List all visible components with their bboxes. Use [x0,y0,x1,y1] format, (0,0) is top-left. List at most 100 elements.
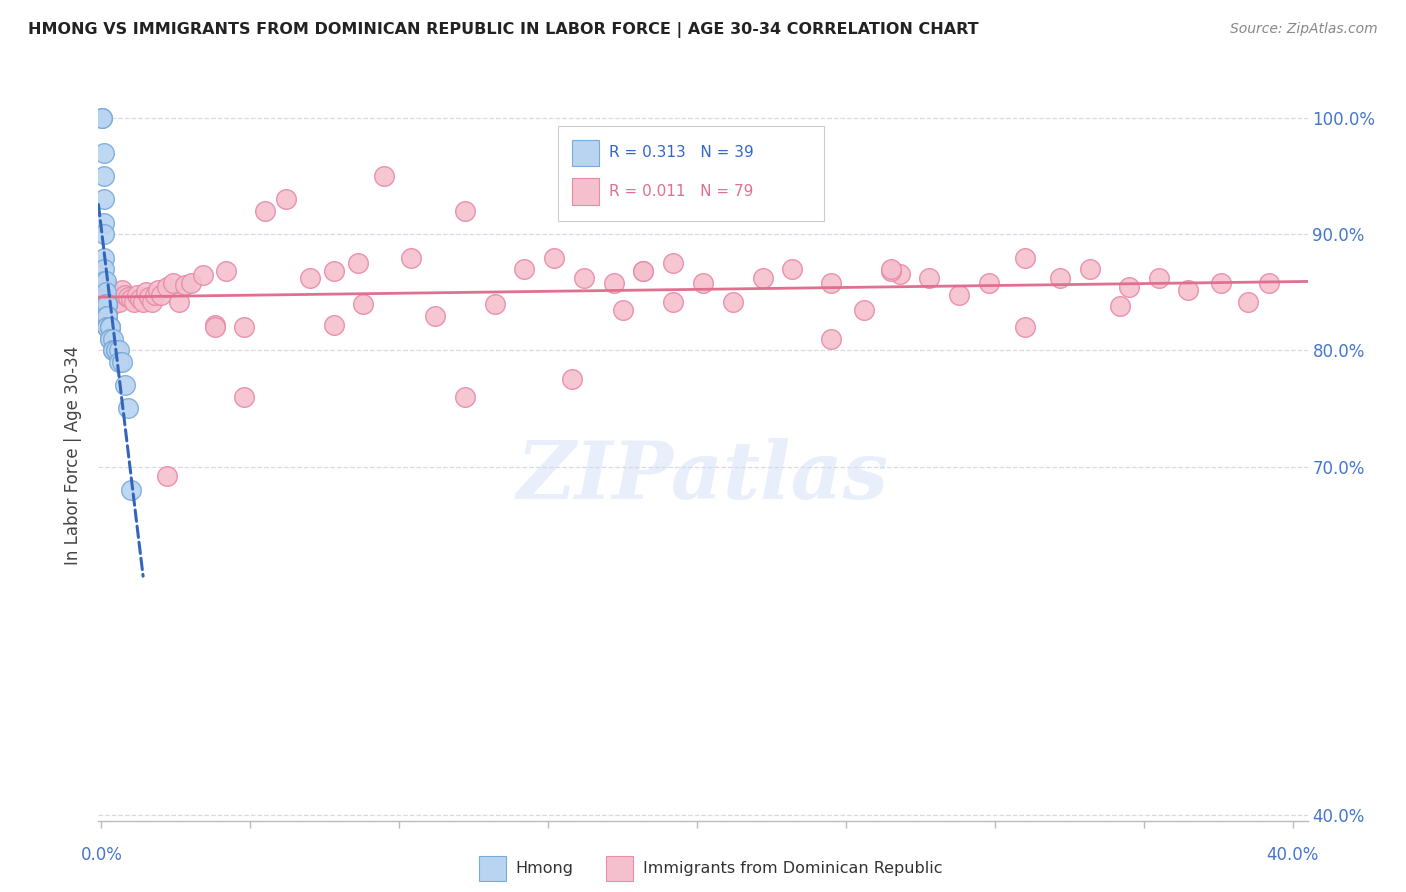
Point [114,287,136,301]
Point [879,262,901,277]
Point [141,294,163,309]
Point [129,293,152,307]
Point [233,390,256,404]
Point [91,112,114,126]
Point [346,256,368,270]
Point [105,343,128,358]
Point [662,256,685,270]
Text: R = 0.011   N = 79: R = 0.011 N = 79 [609,184,754,199]
Point [274,193,297,207]
Point [322,264,344,278]
Point [423,309,446,323]
FancyBboxPatch shape [479,856,506,881]
Text: 0.0%: 0.0% [80,847,122,864]
Point [1237,294,1260,309]
Point [1014,251,1036,265]
Point [180,276,202,290]
Point [93,287,115,301]
Point [105,343,128,358]
Text: R = 0.313   N = 39: R = 0.313 N = 39 [609,145,754,161]
Point [93,227,115,242]
Point [889,267,911,281]
Point [633,264,655,278]
Point [98,320,121,334]
Point [1147,271,1170,285]
FancyBboxPatch shape [606,856,633,881]
Point [692,276,714,290]
Point [93,193,115,207]
Point [94,285,117,300]
Point [98,332,121,346]
Point [1014,320,1036,334]
Point [111,355,134,369]
Point [167,294,190,309]
Point [103,343,125,358]
Point [103,332,125,346]
Point [122,294,145,309]
Point [662,294,685,309]
Point [852,302,875,317]
Point [93,216,115,230]
Point [96,320,118,334]
Point [96,309,118,323]
Point [612,302,634,317]
Point [254,204,277,219]
Text: Source: ZipAtlas.com: Source: ZipAtlas.com [1230,22,1378,37]
Point [98,285,121,300]
Point [399,251,422,265]
Point [103,343,125,358]
Point [572,271,595,285]
Point [233,320,256,334]
Point [543,251,565,265]
Point [454,204,477,219]
Point [782,262,804,277]
Point [191,268,214,282]
Point [127,287,149,301]
Point [93,251,115,265]
Point [1118,279,1140,293]
Point [94,274,117,288]
Point [117,401,139,416]
Point [1049,271,1071,285]
Point [93,146,115,161]
Point [215,264,238,278]
Point [513,262,536,277]
Point [96,279,118,293]
Point [298,271,321,285]
Point [108,343,131,358]
Point [93,169,115,184]
Point [96,320,118,334]
Point [96,309,118,323]
FancyBboxPatch shape [572,140,599,166]
Point [138,290,160,304]
Text: Hmong: Hmong [516,861,574,876]
Point [1177,283,1199,297]
Point [105,291,128,305]
Point [373,169,395,184]
Point [103,297,125,311]
Point [173,278,195,293]
Point [721,294,744,309]
Point [94,297,117,311]
Text: 40.0%: 40.0% [1267,847,1319,864]
Point [96,297,118,311]
Point [879,264,901,278]
Point [120,483,142,497]
Point [98,320,121,334]
Point [120,293,142,307]
Point [353,297,375,311]
Point [132,294,155,309]
Text: Immigrants from Dominican Republic: Immigrants from Dominican Republic [643,861,942,876]
Point [98,332,121,346]
Y-axis label: In Labor Force | Age 30-34: In Labor Force | Age 30-34 [65,345,83,565]
Point [114,378,136,392]
Point [454,390,477,404]
Point [820,276,842,290]
Point [156,468,179,483]
Point [96,309,118,323]
Text: HMONG VS IMMIGRANTS FROM DOMINICAN REPUBLIC IN LABOR FORCE | AGE 30-34 CORRELATI: HMONG VS IMMIGRANTS FROM DOMINICAN REPUB… [28,22,979,38]
Point [146,283,169,297]
Point [117,290,139,304]
FancyBboxPatch shape [558,126,824,221]
FancyBboxPatch shape [572,178,599,205]
